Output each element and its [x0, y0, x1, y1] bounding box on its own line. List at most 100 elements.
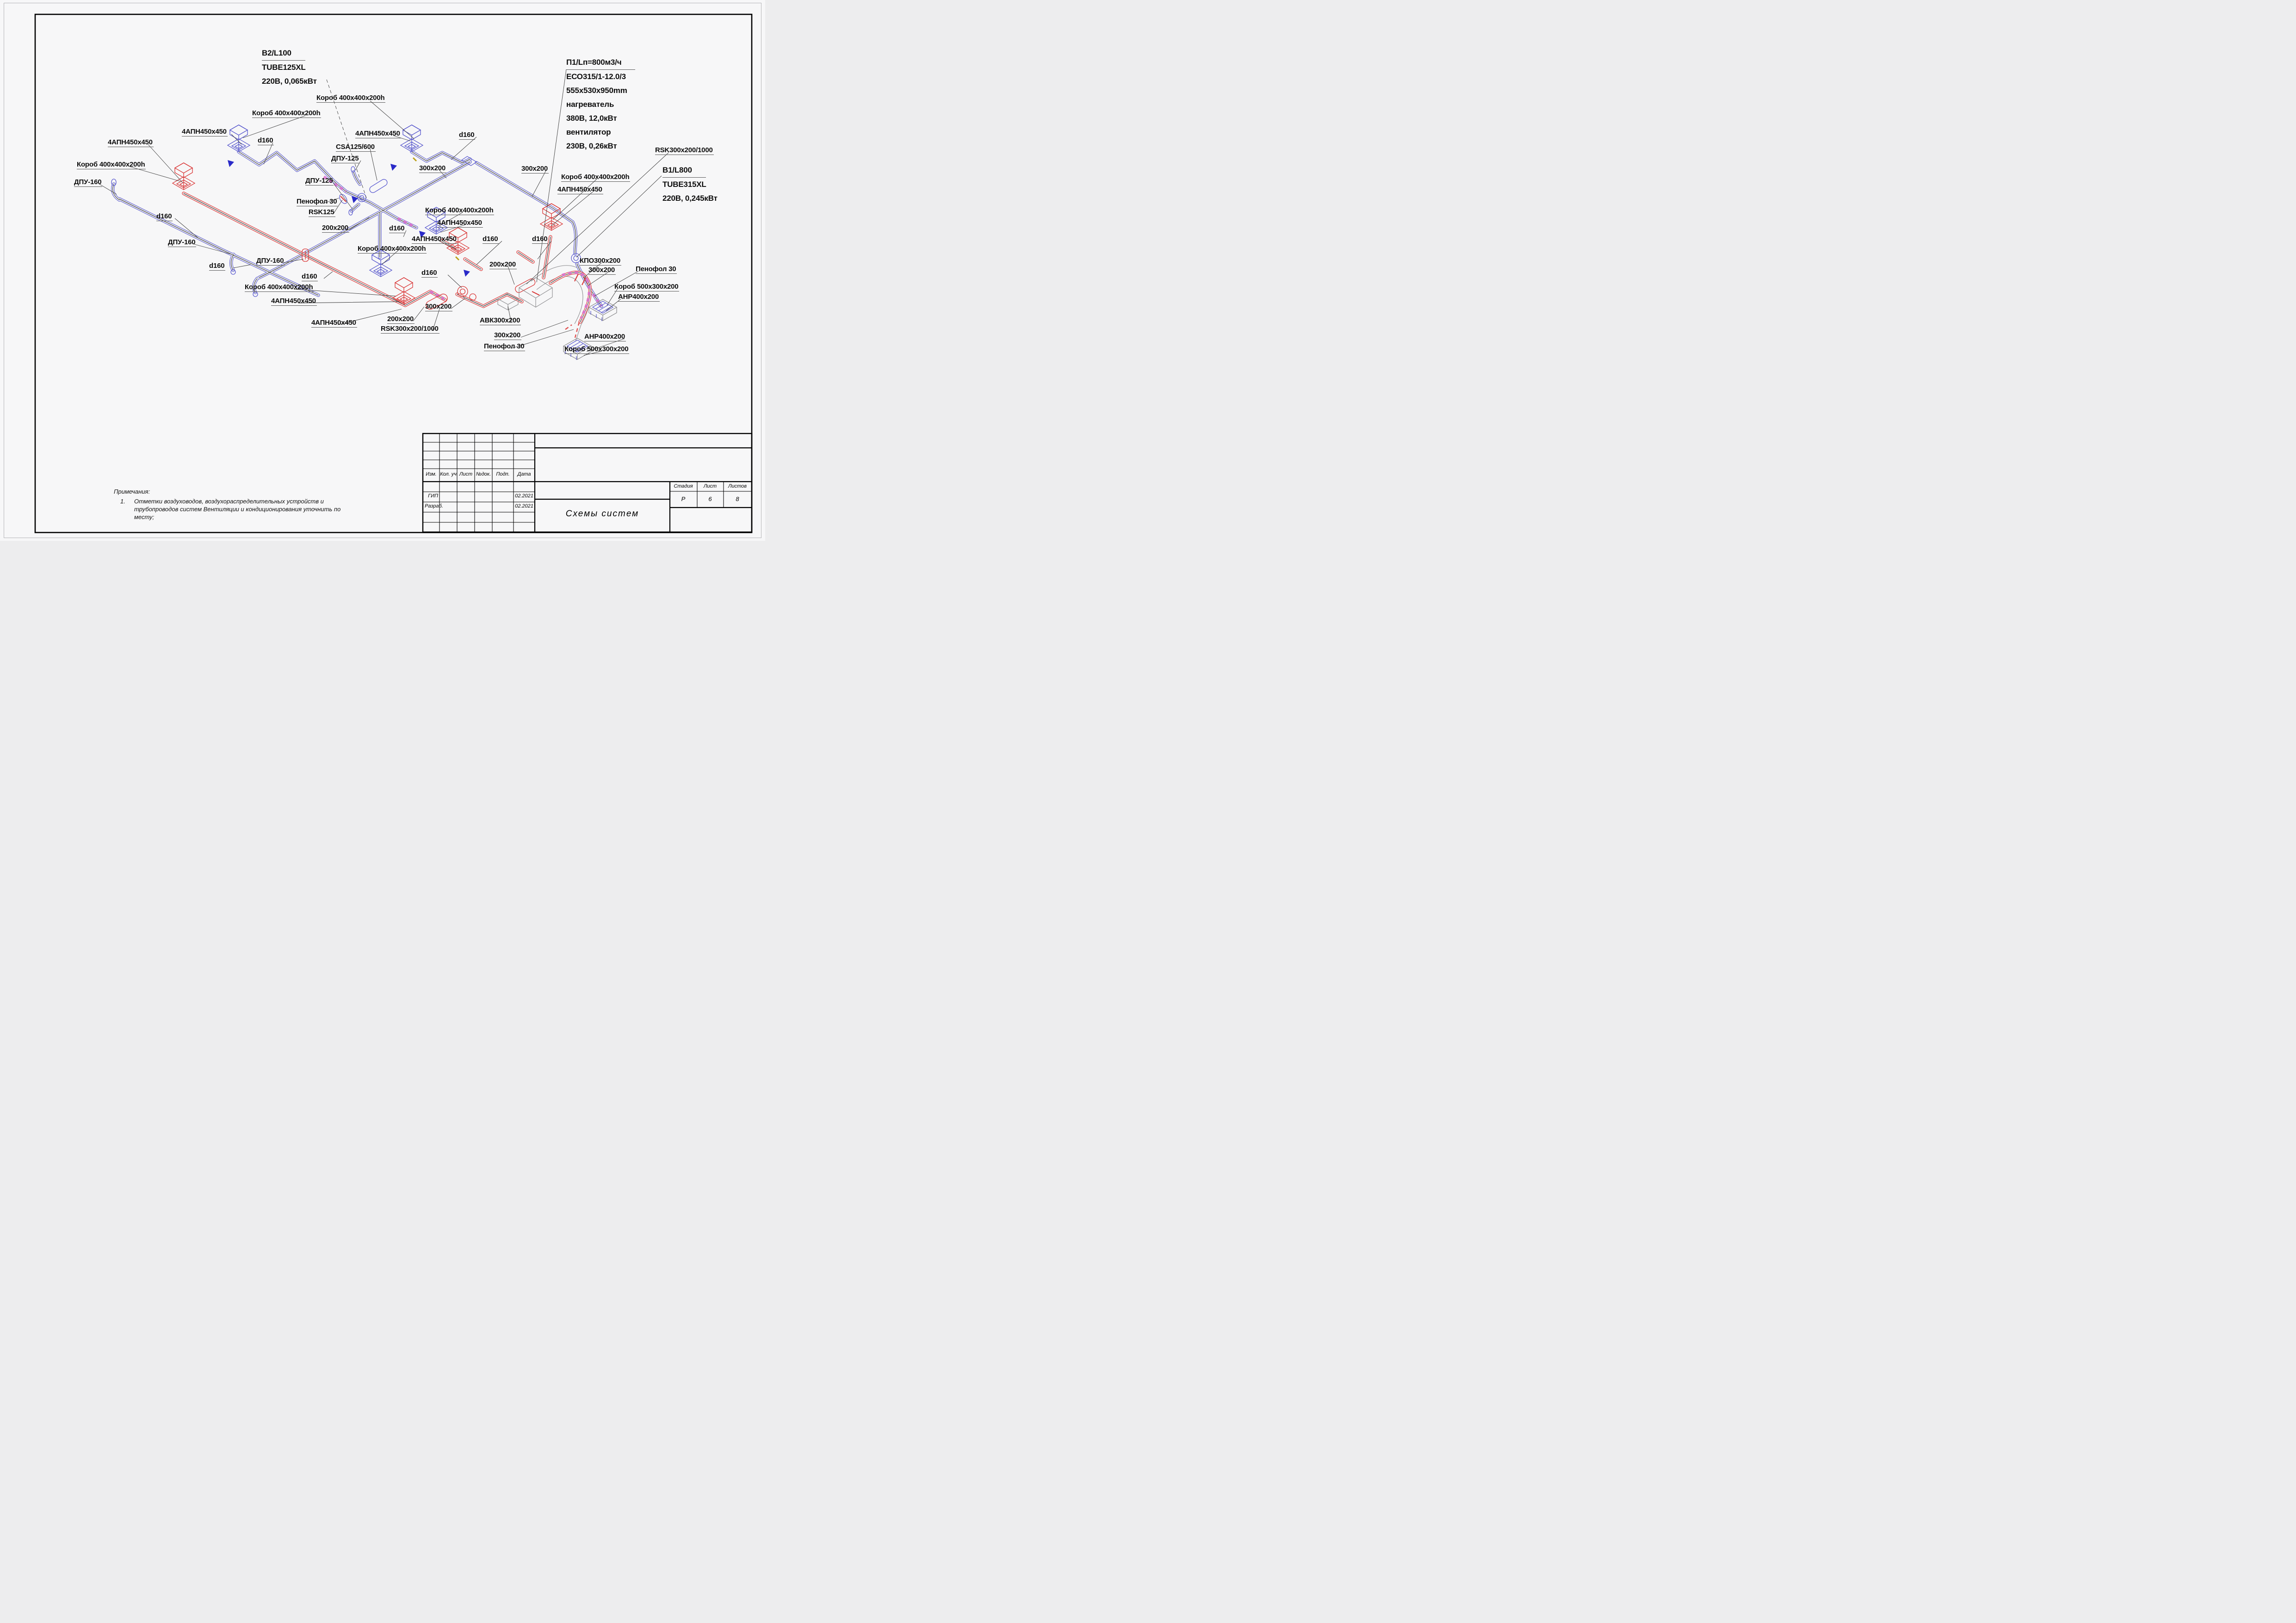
tb-listov-label: Листов — [728, 483, 747, 489]
callout-korob500: Короб 500x300x200 — [614, 283, 680, 291]
tb-col-izm: Изм. — [426, 471, 437, 477]
notes-block: Примечания: 1. Отметки воздуховодов, возд… — [114, 488, 354, 521]
callout-apn450: 4АПН450x450 — [437, 219, 483, 228]
tb-list-label: Лист — [703, 483, 717, 489]
drawing-frame — [34, 13, 753, 533]
callout-d160: d160 — [459, 131, 476, 140]
diffuser-icon — [400, 124, 423, 152]
junction-icon — [461, 156, 477, 166]
callout-d160: d160 — [258, 136, 274, 145]
tb-date-gip: 02.2021 — [515, 493, 533, 499]
callout-300x200: 300x200 — [494, 331, 521, 340]
ahu-p1-size: 555x530x950mm — [566, 86, 627, 95]
callout-d160: d160 — [483, 235, 499, 244]
leader-line-b2 — [326, 79, 367, 198]
callout-anr400: АНР400x200 — [618, 293, 660, 302]
callout-d160: d160 — [532, 235, 549, 244]
title-block-grid — [422, 433, 753, 533]
tb-col-list: Лист — [459, 471, 473, 477]
callout-korob400: Короб 400x400x200h — [561, 173, 631, 182]
callout-dpu160: ДПУ-160 — [74, 178, 103, 187]
callout-dpu125: ДПУ-125 — [305, 177, 334, 186]
notes-title: Примечания: — [114, 488, 150, 495]
ahu-p1-heater: нагреватель — [566, 100, 614, 109]
fan-b2-icon — [357, 193, 366, 202]
callout-rsk125: RSK125 — [309, 208, 335, 217]
callout-avk300: АВК300x200 — [480, 316, 521, 325]
callout-d160: d160 — [389, 224, 406, 233]
tb-col-data: Дата — [517, 471, 531, 477]
callout-apn450: 4АПН450x450 — [271, 297, 317, 306]
drawing-sheet: В2/L100 TUBE125XL 220В, 0,065кВт П1/Lп=8… — [0, 0, 765, 541]
callout-apn450: 4АПН450x450 — [311, 319, 357, 328]
callout-dpu160: ДПУ-160 — [168, 238, 197, 247]
callout-anr400: АНР400x200 — [584, 333, 626, 341]
tb-col-kol: Кол. уч — [440, 471, 457, 477]
dpu160-valve-icon — [302, 248, 309, 262]
tb-role-gip: ГИП — [428, 493, 438, 499]
fan-b1-tag: В1/L800 — [662, 163, 706, 178]
diffuser-icon — [227, 124, 250, 152]
callout-dpu160: ДПУ-160 — [256, 257, 285, 266]
tb-sheets-total: 8 — [736, 496, 739, 502]
callout-csa125: CSA125/600 — [336, 143, 376, 152]
callout-penofol: Пенофол 30 — [636, 265, 677, 274]
tb-role-razrab: Разраб. — [425, 503, 443, 509]
damper-rsk300-icon — [426, 293, 448, 310]
fan-b1-icon — [571, 253, 581, 263]
tb-col-ndok: №док. — [476, 471, 491, 477]
callout-penofol: Пенофол 30 — [484, 342, 526, 351]
callout-dpu125: ДПУ-125 — [331, 155, 360, 163]
callout-ahu-p1: П1/Lп=800м3/ч ЕСО315/1-12.0/3 555x530x95… — [566, 56, 636, 153]
callout-korob400: Короб 400x400x200h — [358, 245, 427, 254]
note-text: Отметки воздуховодов, воздухораспределит… — [134, 498, 341, 520]
round-duct-ends — [111, 166, 355, 297]
callout-korob400: Короб 400x400x200h — [245, 283, 314, 292]
p1-ahu-box — [519, 277, 553, 308]
note-number: 1. — [120, 498, 125, 505]
tb-doc-title: Схемы систем — [565, 509, 639, 519]
callout-korob500: Короб 500x300x200 — [564, 345, 630, 354]
callout-fan-b1: В1/L800 TUBE315XL 220В, 0,245кВт — [662, 163, 718, 205]
fan-b1-power: 220В, 0,245кВт — [662, 194, 718, 203]
callout-200x200: 200x200 — [387, 315, 415, 324]
callout-d160: d160 — [302, 273, 318, 281]
callout-apn450: 4АПН450x450 — [412, 235, 458, 244]
tb-col-podp: Подп. — [496, 471, 510, 477]
kpo-damper-icon — [574, 273, 586, 285]
ahu-p1-tag: П1/Lп=800м3/ч — [566, 56, 636, 70]
callout-apn450: 4АПН450x450 — [355, 130, 401, 138]
leader-lines — [99, 69, 669, 356]
callout-d160: d160 — [421, 269, 438, 278]
silencer-csa-icon — [369, 179, 388, 193]
callout-apn450: 4АПН450x450 — [182, 128, 228, 136]
callout-300x200: 300x200 — [425, 303, 452, 311]
fan-b1-model: TUBE315XL — [662, 180, 706, 189]
callout-rsk300: RSK300x200/1000 — [655, 146, 714, 155]
callout-apn450: 4АПН450x450 — [108, 138, 154, 147]
callout-apn450: 4АПН450x450 — [557, 186, 603, 194]
tb-date-razrab: 02.2021 — [515, 503, 533, 509]
callout-200x200: 200x200 — [322, 224, 349, 233]
callout-penofol: Пенофол 30 — [297, 198, 338, 206]
callout-300x200: 300x200 — [521, 165, 549, 173]
callout-200x200: 200x200 — [489, 260, 517, 269]
callout-fan-b2: В2/L100 TUBE125XL 220В, 0,065кВт — [262, 46, 317, 88]
callout-korob400: Короб 400x400x200h — [316, 94, 386, 103]
sheet-edge — [4, 3, 761, 538]
tb-sheet-number: 6 — [708, 496, 712, 502]
grille-icon — [588, 299, 617, 322]
callout-d160: d160 — [209, 262, 226, 271]
callout-rsk300: RSK300x200/1000 — [381, 325, 439, 334]
insulation-marks — [323, 175, 603, 319]
callout-d160: d160 — [156, 212, 173, 221]
fan-p1-icon — [457, 286, 477, 301]
fan-b2-tag: В2/L100 — [262, 46, 305, 61]
callout-kpo300: КПО300x200 — [580, 257, 622, 266]
callout-korob400: Короб 400x400x200h — [77, 161, 146, 169]
callout-300x200: 300x200 — [588, 266, 616, 275]
fan-b2-power: 220В, 0,065кВт — [262, 77, 317, 86]
fan-b2-model: TUBE125XL — [262, 63, 306, 72]
damper-rsk300-icon — [515, 278, 536, 293]
callout-korob400: Короб 400x400x200h — [425, 206, 495, 215]
